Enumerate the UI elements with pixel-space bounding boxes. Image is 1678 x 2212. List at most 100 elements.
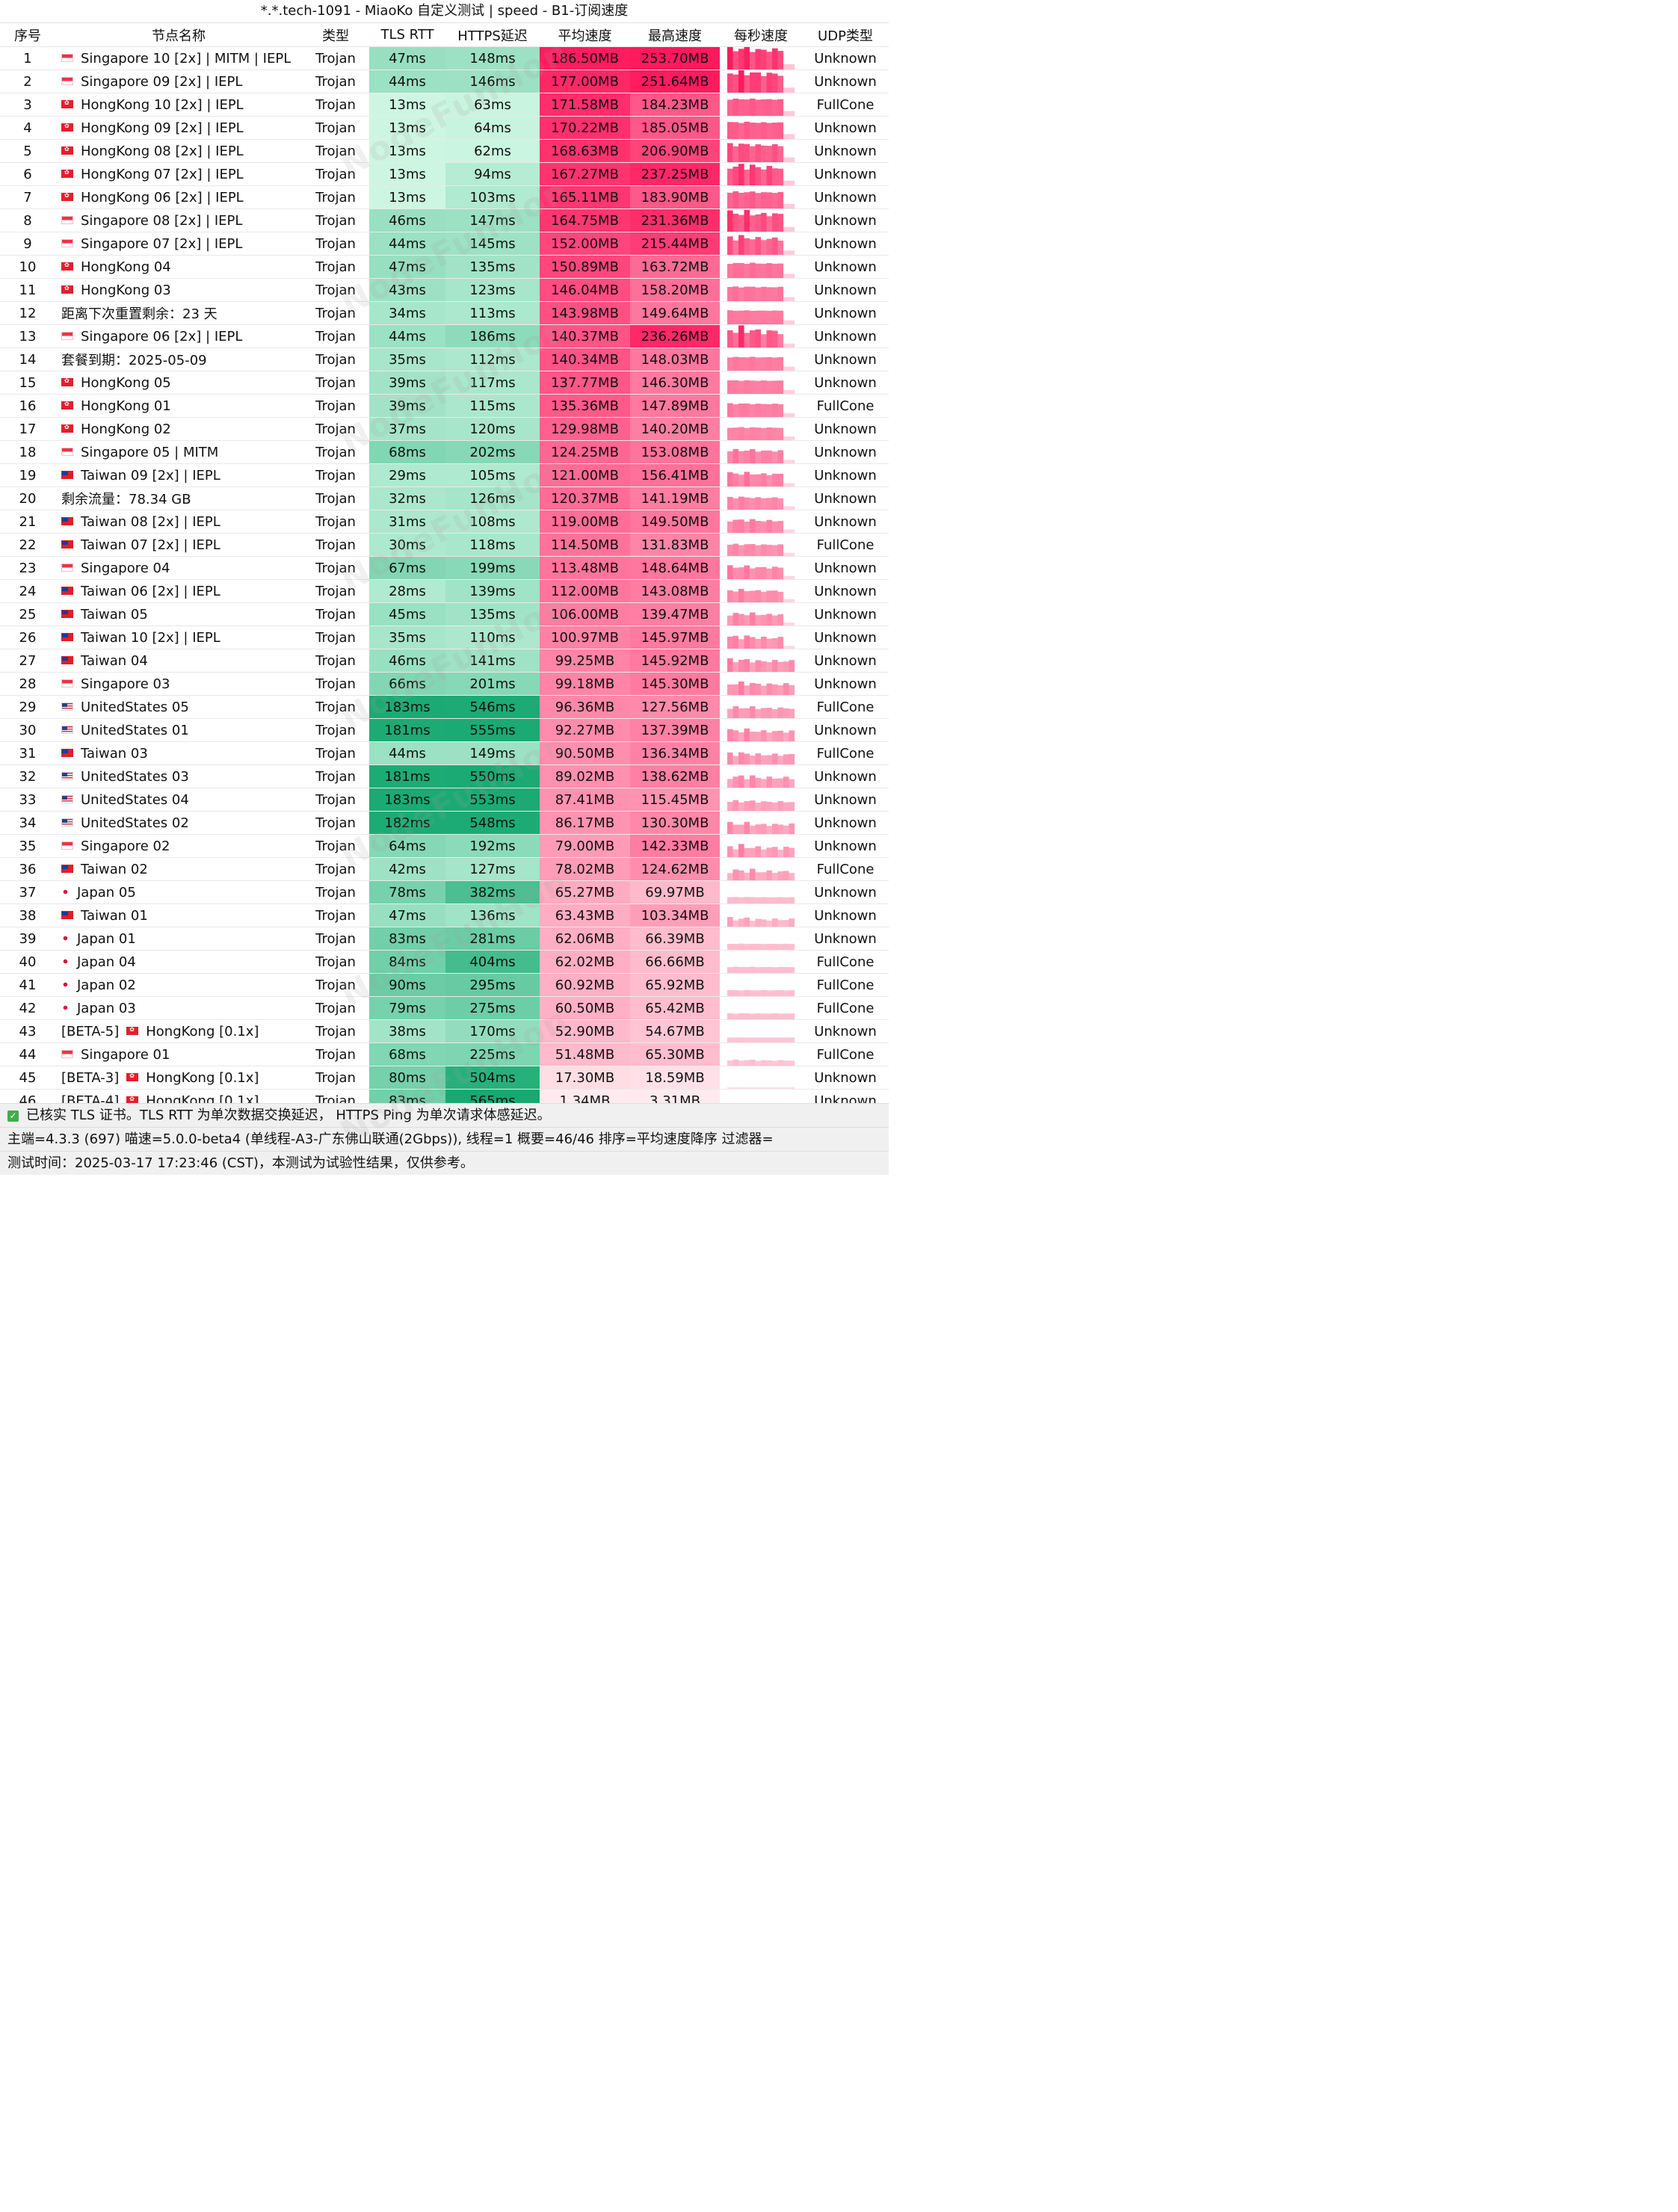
speed-sample-bar [732,286,739,301]
speed-sample-bar [761,169,767,185]
table-row[interactable]: 42 Japan 03 Trojan 79ms 275ms 60.50MB 65.42MB F… [0,996,889,1020]
table-row[interactable]: 10 HongKong 04 Trojan47ms135ms150.89MB163.… [0,255,889,279]
table-row[interactable]: 15 HongKong 05 Trojan39ms117ms137.77MB146.… [0,371,889,395]
table-row[interactable]: 35 Singapore 02 Trojan 64ms 192ms 79.00MB 142.… [0,834,889,858]
speed-sample-bar [732,989,739,996]
table-row[interactable]: 45 [BETA-3] HongKong [0.1x] Trojan80ms504ms… [0,1066,889,1090]
speed-sparkline [727,1037,795,1042]
speed-sample-bar [727,821,733,834]
table-row[interactable]: 13 Singapore 06 [2x] | IEPL Trojan 44ms 186m… [0,324,889,348]
table-row[interactable]: 37 Japan 05 Trojan 78ms 382ms 65.27MB 69.97MB U… [0,880,889,904]
table-row[interactable]: 38 Taiwan 01 Trojan 47ms 136ms 63.43MB 103.34M… [0,903,889,927]
japan-flag-icon [61,980,70,989]
speed-sample-bar [755,123,762,139]
speed-sample-bar [761,498,767,510]
table-row[interactable]: 6 HongKong 07 [2x] | IEPL Trojan13ms94ms16… [0,162,889,186]
speed-sample-bar [789,1013,795,1019]
https-latency: 113ms [445,301,540,325]
table-row[interactable]: 4 HongKong 09 [2x] | IEPL Trojan13ms64ms17… [0,116,889,140]
speed-sample-bar [744,847,750,857]
speed-sample-bar [738,519,744,533]
hongkong-flag-icon [61,123,73,132]
speed-sample-bar [727,99,733,116]
table-row[interactable]: 17 HongKong 02 Trojan37ms120ms129.98MB140.… [0,417,889,441]
table-row[interactable]: 9 Singapore 07 [2x] | IEPL Trojan 44ms 145ms… [0,232,889,256]
speed-sample-bar [744,264,750,278]
col-header-https-latency[interactable]: HTTPS延迟 [445,23,540,47]
table-row[interactable]: 1 Singapore 10 [2x] | MITM | IEPL Trojan 47… [0,46,889,70]
speed-sample-bar [738,802,744,811]
node-name-cell: Taiwan 06 [2x] | IEPL [55,579,302,603]
table-row[interactable]: 39 Japan 01 Trojan 83ms 281ms 62.06MB 66.39MB U… [0,927,889,951]
table-row[interactable]: 29 UnitedStates 05 Trojan 183ms 546ms 96.36MB… [0,695,889,719]
tls-rtt: 13ms [369,139,445,163]
col-header-udp-type[interactable]: UDP类型 [802,23,889,47]
speed-sample-bar [750,612,756,625]
speed-sparkline [727,658,795,672]
speed-sample-bar [738,967,744,973]
max-speed: 251.64MB [630,69,720,93]
col-header-index[interactable]: 序号 [0,23,55,47]
speed-sample-bar [750,731,756,741]
table-row[interactable]: 26 Taiwan 10 [2x] | IEPL Trojan 35ms 110ms 10… [0,625,889,649]
table-row[interactable]: 11 HongKong 03 Trojan43ms123ms146.04MB158.… [0,278,889,302]
node-name-cell: HongKong 04 [55,255,302,279]
tls-rtt: 67ms [369,556,445,580]
table-row[interactable]: 18 Singapore 05 | MITM Trojan 68ms 202ms 124.… [0,440,889,464]
table-row[interactable]: 23 Singapore 04 Trojan 67ms 199ms 113.48MB 148… [0,556,889,580]
max-speed: 131.83MB [630,533,720,557]
table-row[interactable]: 21 Taiwan 08 [2x] | IEPL Trojan 31ms 108ms 11… [0,510,889,534]
table-row[interactable]: 12 距离下次重置剩余：23 天 Trojan 34ms 113ms 143.98MB 14… [0,301,889,325]
col-header-avg-speed[interactable]: 平均速度 [540,23,630,47]
hongkong-flag-icon [61,169,73,178]
speed-sample-bar [789,685,795,695]
table-row[interactable]: 20 剩余流量：78.34 GB Trojan 32ms 126ms 120.37MB 14… [0,486,889,510]
col-header-node-name[interactable]: 节点名称 [55,23,302,47]
table-row[interactable]: 31 Taiwan 03 Trojan 44ms 149ms 90.50MB 136.34M… [0,741,889,765]
speed-sample-bar [789,1060,795,1066]
table-row[interactable]: 32 UnitedStates 03 Trojan 181ms 550ms 89.02MB… [0,764,889,788]
table-row[interactable]: 33 UnitedStates 04 Trojan 183ms 553ms 87.41MB… [0,788,889,812]
table-row[interactable]: 44 Singapore 01 Trojan 68ms 225ms 51.48MB 65.3… [0,1042,889,1066]
udp-type: FullCone [802,741,889,765]
table-row[interactable]: 41 Japan 02 Trojan 90ms 295ms 60.92MB 65.92MB F… [0,973,889,997]
udp-type: Unknown [802,463,889,487]
table-row[interactable]: 24 Taiwan 06 [2x] | IEPL Trojan 28ms 139ms 11… [0,579,889,603]
table-row[interactable]: 19 Taiwan 09 [2x] | IEPL Trojan 29ms 105ms 12… [0,463,889,487]
https-latency: 555ms [445,718,540,742]
table-row[interactable]: 7HongKong 06 [2x] | IEPLTrojan13ms103ms1… [0,185,889,209]
table-row[interactable]: 22 Taiwan 07 [2x] | IEPL Trojan 30ms 118ms 11… [0,533,889,557]
table-row[interactable]: 40 Japan 04 Trojan 84ms 404ms 62.02MB 66.66MB F… [0,950,889,974]
speed-sample-bar [727,357,733,371]
table-row[interactable]: 36 Taiwan 02 Trojan 42ms 127ms 78.02MB 124.62M… [0,857,889,881]
col-header-type[interactable]: 类型 [302,23,369,47]
table-row[interactable]: 34 UnitedStates 02 Trojan 182ms 548ms 86.17MB… [0,811,889,835]
speed-sample-bar [766,683,773,695]
table-row[interactable]: 14 套餐到期：2025-05-09 Trojan 35ms 112ms 140.34MB… [0,347,889,371]
speed-sparkline [727,191,795,208]
col-header-tls-rtt[interactable]: TLS RTT [369,23,445,47]
speed-sample-bar [732,74,739,93]
protocol-type: Trojan [302,625,369,649]
speed-sample-bar [738,214,744,232]
speed-sample-bar [738,380,744,394]
table-row[interactable]: 5 HongKong 08 [2x] | IEPL Trojan13ms62ms16… [0,139,889,163]
udp-type: Unknown [802,672,889,696]
col-header-max-speed[interactable]: 最高速度 [630,23,720,47]
speed-sample-bar [766,216,773,232]
speed-sample-bar [766,475,773,486]
table-row[interactable]: 27 Taiwan 04 Trojan 46ms 141ms 99.25MB 145.92M… [0,649,889,673]
table-row[interactable]: 16 HongKong 01 Trojan39ms115ms135.36MB147.… [0,394,889,418]
table-row[interactable]: 28 Singapore 03 Trojan 66ms 201ms 99.18MB 145.… [0,672,889,696]
table-row[interactable]: 30 UnitedStates 01 Trojan 181ms 555ms 92.27MB… [0,718,889,742]
speed-sample-bar [777,51,784,69]
table-row[interactable]: 43 [BETA-5] HongKong [0.1x] Trojan38ms170ms… [0,1019,889,1043]
speed-sample-bar [761,872,767,880]
table-row[interactable]: 3 HongKong 10 [2x] | IEPL Trojan13ms63ms17… [0,93,889,117]
protocol-type: Trojan [302,255,369,279]
col-header-per-second-speed[interactable]: 每秒速度 [720,23,802,47]
table-row[interactable]: 8 Singapore 08 [2x] | IEPL Trojan 46ms 147ms… [0,208,889,232]
table-row[interactable]: 25 Taiwan 05 Trojan 45ms 135ms 106.00MB 139.47… [0,602,889,626]
table-row[interactable]: 2 Singapore 09 [2x] | IEPL Trojan 44ms 146ms… [0,69,889,93]
speed-sample-bar [761,1087,767,1089]
